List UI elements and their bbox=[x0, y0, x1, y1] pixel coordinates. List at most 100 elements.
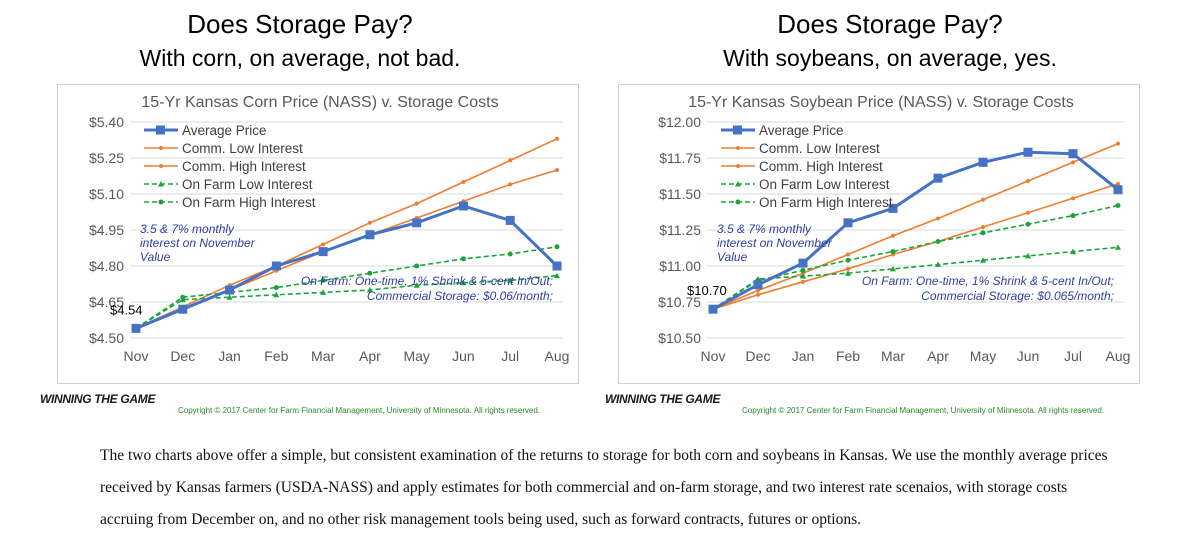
data-point bbox=[846, 266, 850, 271]
x-tick-label: Nov bbox=[124, 348, 149, 364]
data-point bbox=[890, 265, 896, 272]
y-tick-label: $10.50 bbox=[658, 330, 701, 346]
data-point bbox=[460, 279, 467, 286]
data-point bbox=[555, 168, 559, 172]
soybean-subheading: With soybeans, on average, yes. bbox=[723, 45, 1057, 71]
data-point bbox=[508, 158, 513, 163]
legend-label: Comm. Low Interest bbox=[182, 141, 303, 156]
annotation-note: On Farm: One-time, 1% Shrink & 5-cent In… bbox=[862, 274, 1114, 288]
corn-chart: 15-Yr Kansas Corn Price (NASS) v. Storag… bbox=[89, 94, 570, 364]
data-point bbox=[180, 294, 186, 300]
x-tick-label: Nov bbox=[701, 348, 726, 364]
data-point bbox=[226, 294, 233, 300]
soybean-chart-frame: 15-Yr Kansas Soybean Price (NASS) v. Sto… bbox=[618, 84, 1140, 384]
legend-label: On Farm Low Interest bbox=[759, 177, 890, 192]
y-tick-label: $4.95 bbox=[89, 222, 124, 238]
corn-subheading: With corn, on average, not bad. bbox=[139, 45, 461, 71]
legend-label: On Farm Low Interest bbox=[182, 177, 313, 192]
data-point bbox=[981, 197, 985, 202]
legend-label: Comm. Low Interest bbox=[759, 141, 880, 156]
data-point bbox=[801, 279, 805, 284]
data-point bbox=[413, 282, 420, 288]
data-point bbox=[366, 287, 373, 293]
data-point bbox=[1070, 248, 1076, 255]
y-tick-label: $11.50 bbox=[659, 186, 701, 202]
data-point bbox=[225, 285, 235, 295]
data-point bbox=[554, 244, 560, 250]
data-point bbox=[935, 239, 941, 245]
legend-marker bbox=[158, 181, 164, 187]
x-tick-label: Jan bbox=[792, 348, 815, 364]
x-tick-label: Apr bbox=[359, 348, 381, 364]
y-tick-label: $5.25 bbox=[89, 150, 124, 166]
data-point bbox=[798, 258, 808, 268]
data-point bbox=[800, 273, 806, 279]
data-point bbox=[800, 267, 806, 273]
data-point bbox=[367, 220, 372, 225]
annotation-note: Value bbox=[717, 250, 748, 264]
x-tick-label: Jun bbox=[1017, 348, 1040, 364]
data-point bbox=[753, 280, 763, 290]
y-tick-label: $11.75 bbox=[659, 150, 701, 166]
data-point bbox=[508, 182, 513, 187]
annotation-note: interest on November bbox=[717, 236, 833, 250]
x-tick-label: May bbox=[403, 348, 429, 364]
data-point bbox=[843, 218, 853, 228]
data-point bbox=[1115, 244, 1121, 250]
copyright-text: Copyright © 2017 Center for Farm Financi… bbox=[742, 406, 1105, 415]
data-label: $4.54 bbox=[110, 302, 143, 317]
x-tick-label: Dec bbox=[746, 348, 771, 364]
y-tick-label: $11.25 bbox=[659, 222, 701, 238]
data-point bbox=[978, 157, 988, 167]
data-point bbox=[845, 257, 851, 263]
chart-title: 15-Yr Kansas Soybean Price (NASS) v. Sto… bbox=[688, 94, 1074, 111]
winning-the-game-logo: WINNING THE GAME bbox=[605, 392, 721, 406]
winning-the-game-logo: WINNING THE GAME bbox=[40, 392, 156, 406]
legend-marker bbox=[735, 199, 741, 205]
annotation-note: Value bbox=[140, 250, 171, 264]
soybean-heading: Does Storage Pay? bbox=[777, 9, 1003, 39]
soybean-chart: 15-Yr Kansas Soybean Price (NASS) v. Sto… bbox=[658, 94, 1130, 364]
data-point bbox=[980, 230, 986, 236]
x-tick-label: Jun bbox=[452, 348, 475, 364]
data-point bbox=[935, 261, 941, 268]
x-tick-label: Aug bbox=[545, 348, 570, 364]
x-tick-label: Feb bbox=[264, 348, 288, 364]
data-point bbox=[461, 180, 466, 184]
x-tick-label: Feb bbox=[836, 348, 860, 364]
paragraph-line: accruing from December on, and no other … bbox=[100, 511, 861, 528]
annotation-note: 3.5 & 7% monthly bbox=[140, 222, 235, 236]
data-point bbox=[936, 216, 940, 221]
data-point bbox=[131, 323, 141, 333]
corn-heading: Does Storage Pay? bbox=[187, 9, 413, 39]
data-point bbox=[1068, 149, 1078, 159]
corn-chart-frame: 15-Yr Kansas Corn Price (NASS) v. Storag… bbox=[57, 84, 579, 384]
data-point bbox=[1115, 203, 1121, 209]
legend-marker bbox=[733, 125, 742, 135]
legend-marker bbox=[736, 164, 740, 168]
legend-label: Comm. High Interest bbox=[759, 159, 883, 174]
data-point bbox=[414, 263, 420, 269]
data-point bbox=[505, 215, 515, 225]
data-point bbox=[846, 252, 850, 257]
data-point bbox=[273, 285, 279, 291]
data-point bbox=[320, 289, 327, 295]
y-tick-label: $5.40 bbox=[89, 114, 124, 130]
data-point bbox=[1071, 196, 1075, 201]
data-point bbox=[888, 203, 898, 213]
data-point bbox=[318, 247, 328, 257]
series-line bbox=[712, 150, 1119, 311]
data-point bbox=[1025, 221, 1031, 227]
x-tick-label: Dec bbox=[170, 348, 195, 364]
annotation-note: Commercial Storage: $0.06/month; bbox=[367, 289, 553, 303]
chart-title: 15-Yr Kansas Corn Price (NASS) v. Storag… bbox=[141, 94, 498, 111]
data-point bbox=[708, 304, 718, 314]
series-line bbox=[712, 183, 1119, 310]
legend-label: On Farm High Interest bbox=[759, 195, 893, 210]
data-point bbox=[1113, 185, 1123, 195]
data-point bbox=[178, 304, 188, 314]
x-tick-label: Mar bbox=[881, 348, 905, 364]
paragraph-line: The two charts above offer a simple, but… bbox=[100, 447, 1108, 464]
legend-marker bbox=[159, 146, 163, 150]
annotation-note: interest on November bbox=[140, 236, 256, 250]
